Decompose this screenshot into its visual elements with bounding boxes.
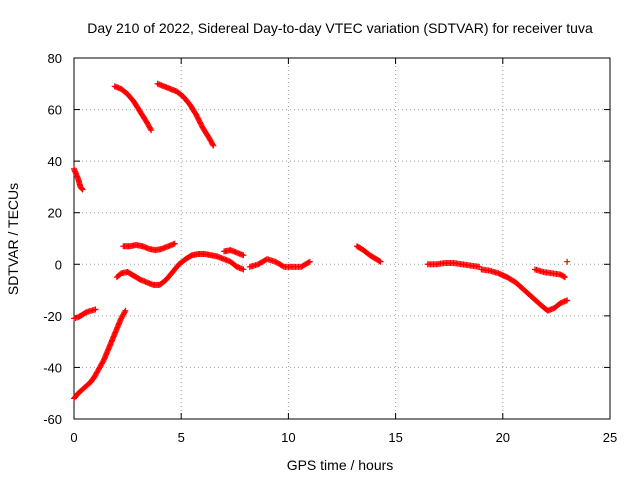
data-point [148,127,155,134]
axis-ticks [73,57,611,420]
data-point [171,240,178,247]
data-point [377,258,384,265]
data-point-fill [279,263,286,270]
y-tick-label: 40 [48,154,62,169]
data-markers [71,80,571,402]
data-point-fill [560,273,567,280]
x-tick-labels: 0 5 10 15 20 25 [70,430,617,445]
x-tick-label: 20 [496,430,510,445]
y-tick-label: -60 [43,412,62,427]
x-tick-label: 0 [70,430,77,445]
data-point-fill [121,308,128,315]
x-axis-label: GPS time / hours [287,457,394,473]
y-tick-label: 0 [55,257,62,272]
y-tick-label: -20 [43,309,62,324]
x-tick-label: 15 [388,430,402,445]
data-point [306,258,313,265]
data-point [564,258,571,265]
x-tick-label: 25 [603,430,617,445]
data-point [92,306,99,313]
y-tick-label: 80 [48,51,62,66]
data-point [79,186,86,193]
data-point-fill [376,258,383,265]
y-tick-labels: -60 -40 -20 0 20 40 60 80 [43,51,62,427]
data-point [240,252,247,259]
y-tick-label: 60 [48,103,62,118]
y-axis-label: SDTVAR / TECUs [5,183,21,295]
grid [74,58,610,419]
y-tick-label: 20 [48,206,62,221]
data-point [240,266,247,273]
plot-frame [73,57,611,420]
data-point-fill [147,125,154,132]
x-tick-label: 5 [178,430,185,445]
data-point [210,142,217,149]
data-point [122,307,129,314]
data-point [561,274,568,281]
data-point-fill [305,259,312,266]
data-point-fill [78,185,85,192]
data-point-fill [209,141,216,148]
data-point [564,297,571,304]
chart-title: Day 210 of 2022, Sidereal Day-to-day VTE… [87,20,593,36]
x-tick-label: 10 [281,430,295,445]
y-tick-label: -40 [43,360,62,375]
